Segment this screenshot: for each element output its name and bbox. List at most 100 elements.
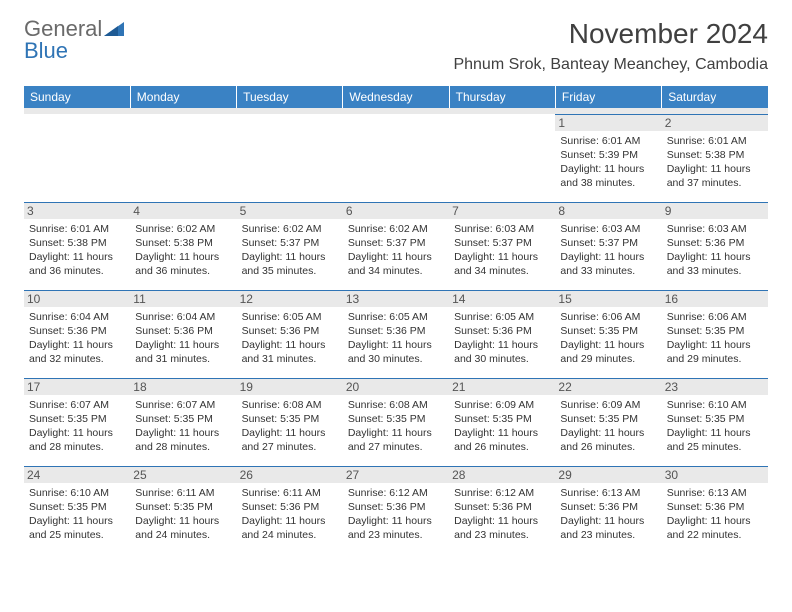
day-number: 16 <box>662 291 768 307</box>
sunset-text: Sunset: 5:37 PM <box>560 237 638 249</box>
sunset-text: Sunset: 5:35 PM <box>560 413 638 425</box>
empty-cell <box>237 114 343 202</box>
sunrise-text: Sunrise: 6:05 AM <box>454 311 534 323</box>
daylight-text: Daylight: 11 hours and 32 minutes. <box>29 339 113 365</box>
day-info: Sunrise: 6:02 AMSunset: 5:37 PMDaylight:… <box>242 222 338 279</box>
day-info: Sunrise: 6:05 AMSunset: 5:36 PMDaylight:… <box>242 310 338 367</box>
sunrise-text: Sunrise: 6:01 AM <box>560 135 640 147</box>
daylight-text: Daylight: 11 hours and 34 minutes. <box>348 251 432 277</box>
day-number: 15 <box>555 291 661 307</box>
day-cell: 26Sunrise: 6:11 AMSunset: 5:36 PMDayligh… <box>237 466 343 554</box>
daylight-text: Daylight: 11 hours and 26 minutes. <box>560 427 644 453</box>
day-info: Sunrise: 6:12 AMSunset: 5:36 PMDaylight:… <box>348 486 444 543</box>
sunrise-text: Sunrise: 6:10 AM <box>29 487 109 499</box>
sunrise-text: Sunrise: 6:01 AM <box>29 223 109 235</box>
day-cell: 19Sunrise: 6:08 AMSunset: 5:35 PMDayligh… <box>237 378 343 466</box>
weekday-header: Wednesday <box>343 86 449 108</box>
daylight-text: Daylight: 11 hours and 34 minutes. <box>454 251 538 277</box>
daylight-text: Daylight: 11 hours and 27 minutes. <box>242 427 326 453</box>
day-info: Sunrise: 6:01 AMSunset: 5:39 PMDaylight:… <box>560 134 656 191</box>
sunset-text: Sunset: 5:35 PM <box>135 413 213 425</box>
day-cell: 2 Sunrise: 6:01 AMSunset: 5:38 PMDaylight… <box>662 114 768 202</box>
calendar-row: 3Sunrise: 6:01 AMSunset: 5:38 PMDaylight… <box>24 202 768 290</box>
day-cell: 21Sunrise: 6:09 AMSunset: 5:35 PMDayligh… <box>449 378 555 466</box>
day-info: Sunrise: 6:08 AMSunset: 5:35 PMDaylight:… <box>348 398 444 455</box>
daylight-text: Daylight: 11 hours and 36 minutes. <box>29 251 113 277</box>
day-cell: 23Sunrise: 6:10 AMSunset: 5:35 PMDayligh… <box>662 378 768 466</box>
day-cell: 10Sunrise: 6:04 AMSunset: 5:36 PMDayligh… <box>24 290 130 378</box>
sunset-text: Sunset: 5:38 PM <box>135 237 213 249</box>
calendar-row: 1Sunrise: 6:01 AMSunset: 5:39 PMDaylight… <box>24 114 768 202</box>
sunrise-text: Sunrise: 6:08 AM <box>348 399 428 411</box>
sunset-text: Sunset: 5:36 PM <box>135 325 213 337</box>
day-number: 17 <box>24 379 130 395</box>
sunrise-text: Sunrise: 6:04 AM <box>29 311 109 323</box>
sunset-text: Sunset: 5:35 PM <box>29 501 107 513</box>
daylight-text: Daylight: 11 hours and 24 minutes. <box>135 515 219 541</box>
empty-cell <box>24 114 130 202</box>
daylight-text: Daylight: 11 hours and 33 minutes. <box>667 251 751 277</box>
sunset-text: Sunset: 5:36 PM <box>454 501 532 513</box>
sunrise-text: Sunrise: 6:03 AM <box>454 223 534 235</box>
sunrise-text: Sunrise: 6:13 AM <box>560 487 640 499</box>
calendar-page: General Blue November 2024 Phnum Srok, B… <box>0 0 792 564</box>
sunset-text: Sunset: 5:37 PM <box>348 237 426 249</box>
sunrise-text: Sunrise: 6:02 AM <box>242 223 322 235</box>
weekday-header-row: SundayMondayTuesdayWednesdayThursdayFrid… <box>24 86 768 108</box>
daylight-text: Daylight: 11 hours and 31 minutes. <box>135 339 219 365</box>
day-info: Sunrise: 6:10 AM Sunset: 5:35 PM Daylight:… <box>29 486 125 543</box>
day-cell: 30Sunrise: 6:13 AMSunset: 5:36 PMDayligh… <box>662 466 768 554</box>
daylight-text: Daylight: 11 hours and 23 minutes. <box>348 515 432 541</box>
day-cell: 25Sunrise: 6:11 AMSunset: 5:35 PMDayligh… <box>130 466 236 554</box>
day-number: 22 <box>555 379 661 395</box>
sunset-text: Sunset: 5:36 PM <box>348 325 426 337</box>
day-info: Sunrise: 6:07 AMSunset: 5:35 PMDaylight:… <box>135 398 231 455</box>
day-cell: 28 Sunrise: 6:12 AM Sunset: 5:36 PM Dayligh… <box>449 466 555 554</box>
day-info: Sunrise: 6:03 AM Sunset: 5:37 PM Daylight:… <box>454 222 550 279</box>
day-number: 19 <box>237 379 343 395</box>
daylight-text: Daylight: 11 hours and 26 minutes. <box>454 427 538 453</box>
sunrise-text: Sunrise: 6:07 AM <box>29 399 109 411</box>
day-info: Sunrise: 6:02 AMSunset: 5:37 PMDaylight:… <box>348 222 444 279</box>
title-block: November 2024 Phnum Srok, Banteay Meanch… <box>453 18 768 74</box>
calendar-row: 24 Sunrise: 6:10 AM Sunset: 5:35 PM Dayligh… <box>24 466 768 554</box>
day-info: Sunrise: 6:01 AMSunset: 5:38 PMDaylight:… <box>667 134 763 191</box>
sunrise-text: Sunrise: 6:05 AM <box>348 311 428 323</box>
day-info: Sunrise: 6:12 AM Sunset: 5:36 PM Daylight:… <box>454 486 550 543</box>
daylight-text: Daylight: 11 hours and 25 minutes. <box>29 515 113 541</box>
calendar-table: SundayMondayTuesdayWednesdayThursdayFrid… <box>24 86 768 554</box>
daylight-text: Daylight: 11 hours and 23 minutes. <box>454 515 538 541</box>
day-number: 8 <box>555 203 661 219</box>
day-number: 2 <box>662 115 768 131</box>
sunset-text: Sunset: 5:36 PM <box>29 325 107 337</box>
sunset-text: Sunset: 5:35 PM <box>348 413 426 425</box>
location-text: Phnum Srok, Banteay Meanchey, Cambodia <box>453 56 768 74</box>
sunset-text: Sunset: 5:36 PM <box>667 501 745 513</box>
daylight-text: Daylight: 11 hours and 31 minutes. <box>242 339 326 365</box>
daylight-text: Daylight: 11 hours and 22 minutes. <box>667 515 751 541</box>
empty-cell <box>343 114 449 202</box>
sunrise-text: Sunrise: 6:11 AM <box>242 487 321 499</box>
day-cell: 4Sunrise: 6:02 AMSunset: 5:38 PMDaylight… <box>130 202 236 290</box>
day-number: 27 <box>343 467 449 483</box>
weekday-header: Tuesday <box>237 86 343 108</box>
day-info: Sunrise: 6:11 AMSunset: 5:35 PMDaylight:… <box>135 486 231 543</box>
day-info: Sunrise: 6:05 AMSunset: 5:36 PMDaylight:… <box>454 310 550 367</box>
day-number: 28 <box>449 467 555 483</box>
weekday-header: Friday <box>555 86 661 108</box>
sunset-text: Sunset: 5:35 PM <box>242 413 320 425</box>
day-info: Sunrise: 6:03 AMSunset: 5:37 PMDaylight:… <box>560 222 656 279</box>
day-info: Sunrise: 6:10 AMSunset: 5:35 PMDaylight:… <box>667 398 763 455</box>
day-number: 24 <box>24 467 130 483</box>
sunset-text: Sunset: 5:39 PM <box>560 149 638 161</box>
sunset-text: Sunset: 5:37 PM <box>242 237 320 249</box>
sunset-text: Sunset: 5:36 PM <box>348 501 426 513</box>
sunset-text: Sunset: 5:36 PM <box>560 501 638 513</box>
sunset-text: Sunset: 5:36 PM <box>667 237 745 249</box>
sunrise-text: Sunrise: 6:12 AM <box>454 487 534 499</box>
sunset-text: Sunset: 5:37 PM <box>454 237 532 249</box>
day-cell: 6Sunrise: 6:02 AMSunset: 5:37 PMDaylight… <box>343 202 449 290</box>
daylight-text: Daylight: 11 hours and 28 minutes. <box>29 427 113 453</box>
sunset-text: Sunset: 5:35 PM <box>29 413 107 425</box>
day-cell: 24 Sunrise: 6:10 AM Sunset: 5:35 PM Dayligh… <box>24 466 130 554</box>
